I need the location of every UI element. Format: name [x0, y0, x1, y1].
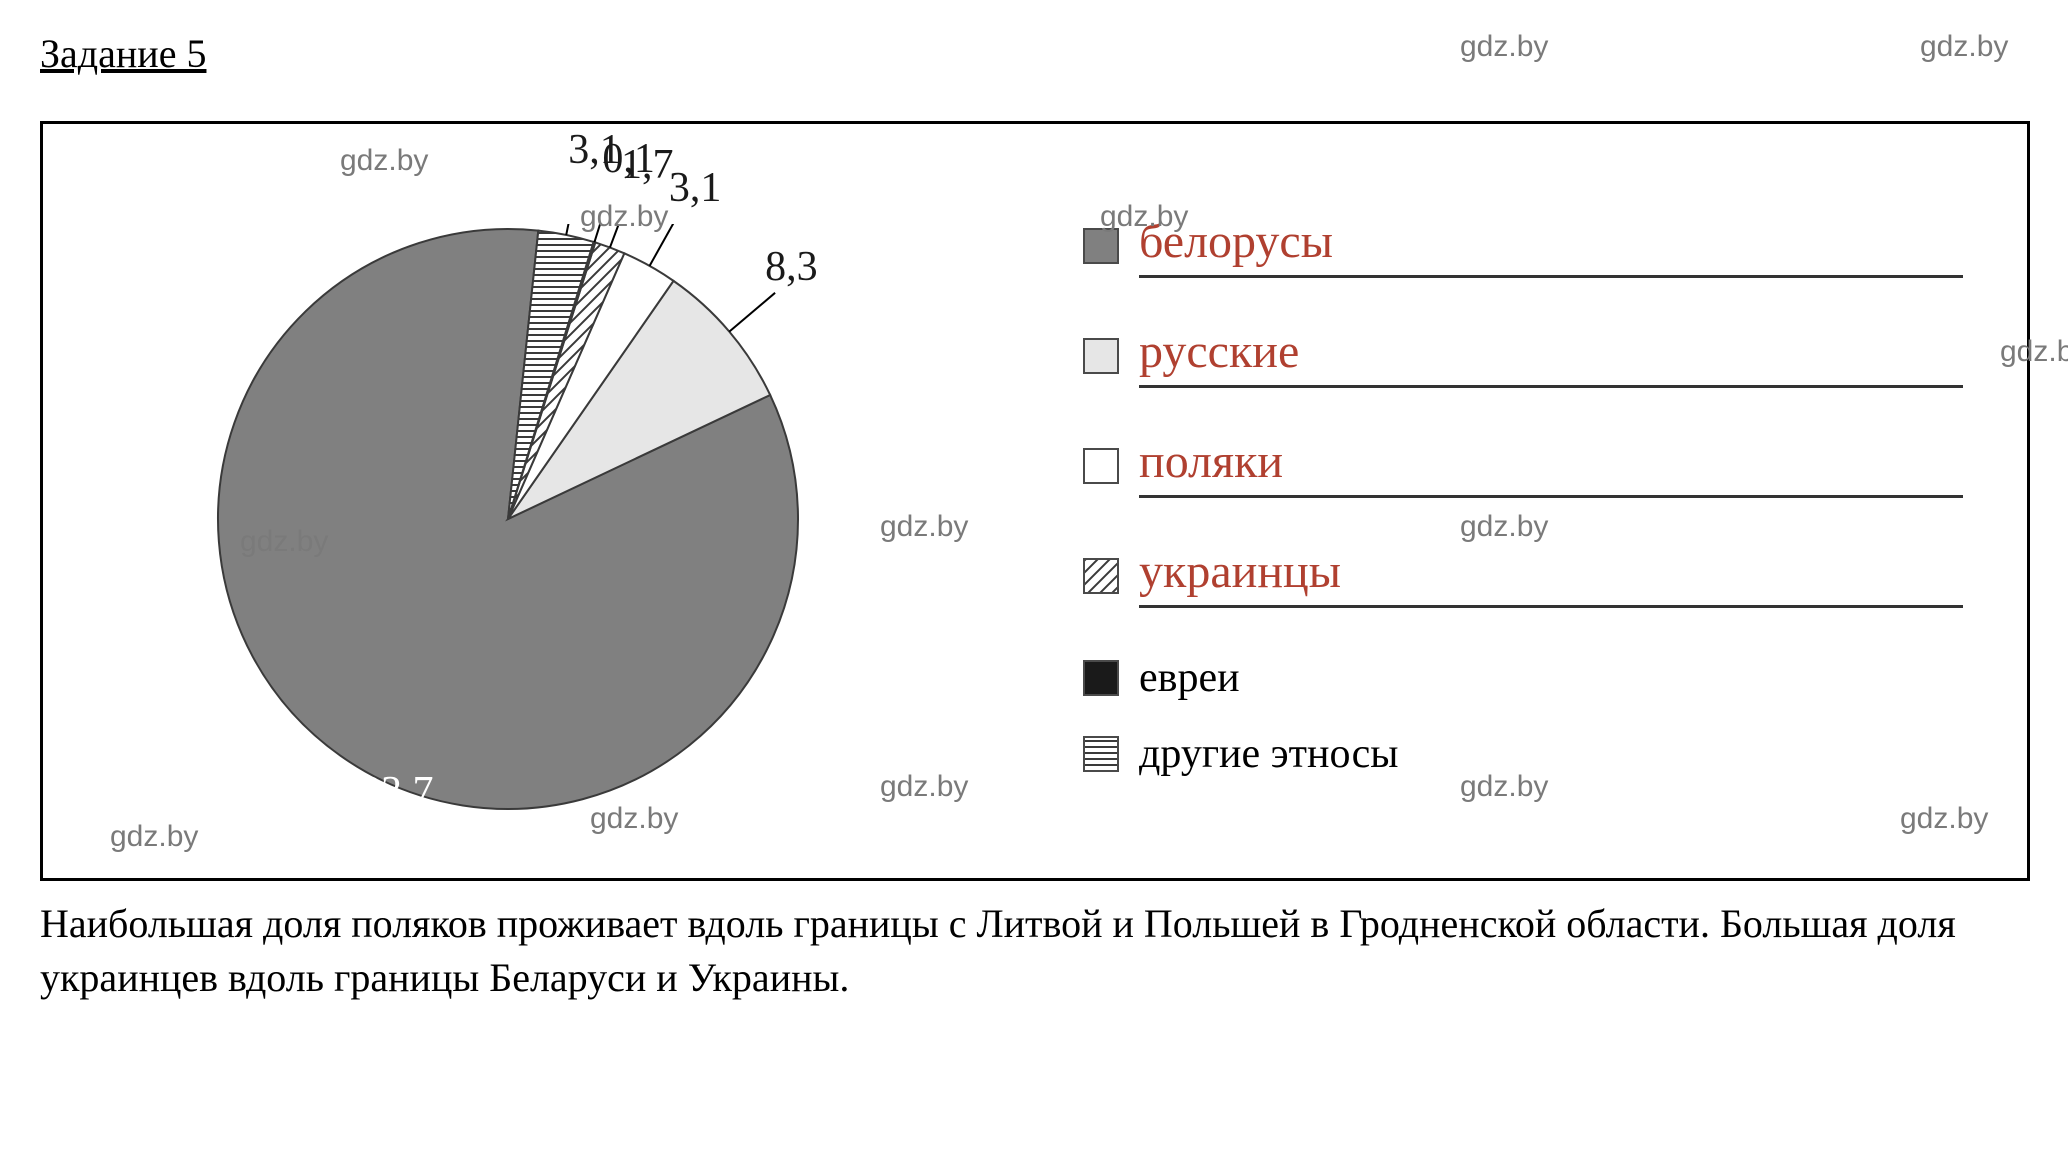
- watermark: gdz.by: [2000, 335, 2068, 369]
- chart-container: 83,78,33,11,70,13,1 белорусы русские поляк…: [40, 121, 2030, 881]
- pie-value-label: 83,7: [360, 768, 434, 816]
- watermark: gdz.by: [110, 820, 198, 854]
- watermark: gdz.by: [1100, 200, 1188, 234]
- watermark: gdz.by: [340, 144, 428, 178]
- legend-item: евреи: [1083, 654, 1963, 702]
- legend-label: белорусы: [1139, 214, 1963, 278]
- watermark: gdz.by: [240, 525, 328, 559]
- legend-label: евреи: [1139, 654, 1240, 702]
- legend-label: украинцы: [1139, 544, 1963, 608]
- pie-value-label: 3,1: [568, 126, 621, 174]
- legend-item: русские: [1083, 324, 1963, 388]
- legend-swatch: [1083, 736, 1119, 772]
- watermark: gdz.by: [1460, 770, 1548, 804]
- legend-swatch: [1083, 558, 1119, 594]
- legend-label: русские: [1139, 324, 1963, 388]
- watermark: gdz.by: [1460, 30, 1548, 64]
- legend-item: украинцы: [1083, 544, 1963, 608]
- legend-item: поляки: [1083, 434, 1963, 498]
- legend-swatch: [1083, 660, 1119, 696]
- pie-value-label: 3,1: [669, 164, 722, 212]
- watermark: gdz.by: [590, 802, 678, 836]
- legend-swatch: [1083, 338, 1119, 374]
- watermark: gdz.by: [880, 770, 968, 804]
- watermark: gdz.by: [1460, 510, 1548, 544]
- legend-item: белорусы: [1083, 214, 1963, 278]
- legend-swatch: [1083, 448, 1119, 484]
- legend-label: другие этносы: [1139, 730, 1398, 778]
- watermark: gdz.by: [580, 200, 668, 234]
- legend-label: поляки: [1139, 434, 1963, 498]
- watermark: gdz.by: [880, 510, 968, 544]
- watermark: gdz.by: [1900, 802, 1988, 836]
- pie-value-label: 8,3: [765, 243, 818, 291]
- pie-chart: 83,78,33,11,70,13,1: [213, 224, 803, 814]
- watermark: gdz.by: [1920, 30, 2008, 64]
- caption-text: Наибольшая доля поляков проживает вдоль …: [40, 897, 2028, 1005]
- task-heading: Задание 5: [40, 30, 2028, 77]
- pie-svg: [213, 224, 803, 814]
